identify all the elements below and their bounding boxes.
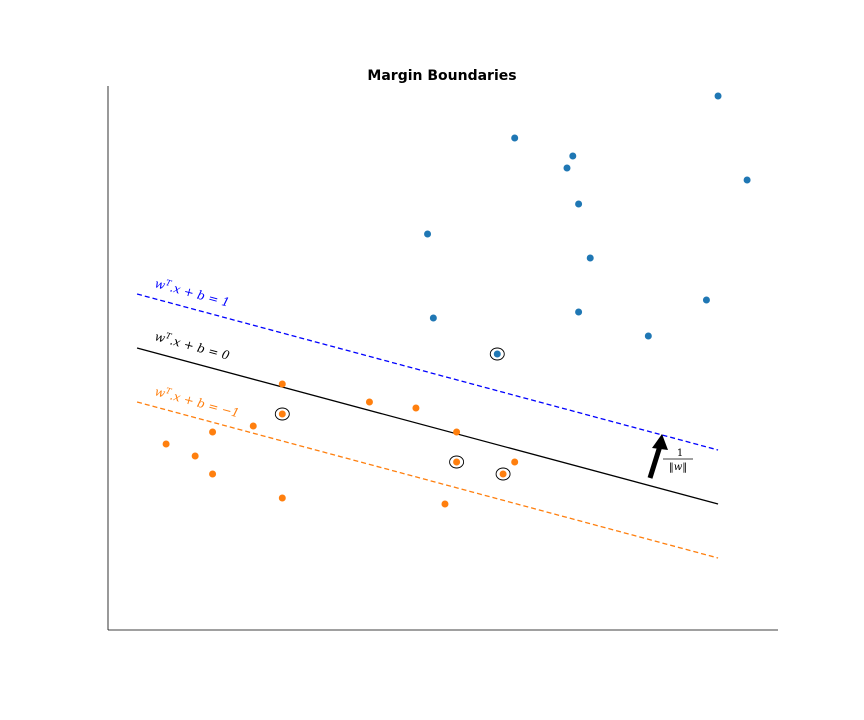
negative-point — [249, 422, 257, 430]
positive-point — [702, 296, 710, 304]
margin-neg-line — [136, 401, 719, 559]
support-vector-point — [453, 458, 461, 466]
positive-point — [586, 254, 594, 262]
svg-text:‖w‖: ‖w‖ — [669, 462, 688, 473]
negative-point — [511, 458, 519, 466]
svg-text:1: 1 — [677, 448, 683, 459]
negative-point — [209, 428, 217, 436]
support-vector-ring — [274, 407, 290, 421]
negative-point — [278, 380, 286, 388]
arrow-head — [652, 434, 668, 450]
support-vector-point — [493, 350, 501, 358]
negative-point — [441, 500, 449, 508]
negative-point — [191, 452, 199, 460]
support-vector-markers — [274, 347, 511, 481]
positive-point — [743, 176, 751, 184]
negative-point — [209, 470, 217, 478]
support-vector-ring — [449, 455, 465, 469]
positive-point — [575, 200, 583, 208]
positive-point — [575, 308, 583, 316]
support-vector-point — [499, 470, 507, 478]
positive-point — [714, 92, 722, 100]
margin-arrow — [647, 434, 668, 479]
margin-pos-line — [136, 293, 719, 451]
negative-point — [412, 404, 420, 412]
negative-point — [162, 440, 170, 448]
support-vector-ring — [489, 347, 505, 361]
negative-point — [453, 428, 461, 436]
margin-pos-label: wT.x + b = 1 — [153, 275, 231, 309]
chart-title: Margin Boundaries — [367, 68, 516, 84]
margin-neg-label: wT.x + b = −1 — [153, 383, 241, 420]
boundary-label: wT.x + b = 0 — [153, 328, 232, 362]
equation-labels: wT.x + b = 1 wT.x + b = 0 wT.x + b = −1 — [153, 275, 241, 420]
positive-point — [569, 152, 577, 160]
arrow-label: 1 ‖w‖ — [663, 448, 693, 473]
positive-point — [511, 134, 519, 142]
positive-point — [424, 230, 432, 238]
positive-point — [644, 332, 652, 340]
negative-point — [365, 398, 373, 406]
boundary-line — [136, 347, 719, 505]
positive-point — [429, 314, 437, 322]
support-vector-point — [278, 410, 286, 418]
data-points — [162, 92, 751, 508]
boundary-lines — [136, 293, 719, 559]
positive-point — [563, 164, 571, 172]
negative-point — [278, 494, 286, 502]
arrow-shaft — [647, 445, 663, 479]
support-vector-ring — [495, 467, 511, 481]
